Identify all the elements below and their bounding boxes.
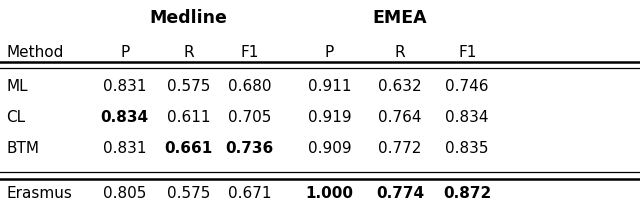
Text: 0.774: 0.774 xyxy=(376,186,424,201)
Text: P: P xyxy=(325,45,334,60)
Text: F1: F1 xyxy=(241,45,259,60)
Text: 0.661: 0.661 xyxy=(164,141,213,156)
Text: 0.746: 0.746 xyxy=(445,79,489,94)
Text: 0.705: 0.705 xyxy=(228,110,271,125)
Text: 0.831: 0.831 xyxy=(103,79,147,94)
Text: 0.835: 0.835 xyxy=(445,141,489,156)
Text: 0.772: 0.772 xyxy=(378,141,422,156)
Text: R: R xyxy=(395,45,405,60)
Text: 0.575: 0.575 xyxy=(167,186,211,201)
Text: 0.680: 0.680 xyxy=(228,79,271,94)
Text: 0.736: 0.736 xyxy=(225,141,274,156)
Text: 1.000: 1.000 xyxy=(306,186,354,201)
Text: 0.872: 0.872 xyxy=(443,186,492,201)
Text: ML: ML xyxy=(6,79,28,94)
Text: Medline: Medline xyxy=(150,9,228,27)
Text: 0.611: 0.611 xyxy=(167,110,211,125)
Text: Method: Method xyxy=(6,45,64,60)
Text: BTM: BTM xyxy=(6,141,40,156)
Text: 0.831: 0.831 xyxy=(103,141,147,156)
Text: 0.575: 0.575 xyxy=(167,79,211,94)
Text: 0.911: 0.911 xyxy=(308,79,351,94)
Text: 0.919: 0.919 xyxy=(308,110,351,125)
Text: 0.834: 0.834 xyxy=(100,110,149,125)
Text: 0.834: 0.834 xyxy=(445,110,489,125)
Text: 0.909: 0.909 xyxy=(308,141,351,156)
Text: 0.805: 0.805 xyxy=(103,186,147,201)
Text: EMEA: EMEA xyxy=(372,9,428,27)
Text: Erasmus: Erasmus xyxy=(6,186,72,201)
Text: F1: F1 xyxy=(458,45,476,60)
Text: 0.632: 0.632 xyxy=(378,79,422,94)
Text: P: P xyxy=(120,45,129,60)
Text: 0.764: 0.764 xyxy=(378,110,422,125)
Text: 0.671: 0.671 xyxy=(228,186,271,201)
Text: CL: CL xyxy=(6,110,26,125)
Text: R: R xyxy=(184,45,194,60)
